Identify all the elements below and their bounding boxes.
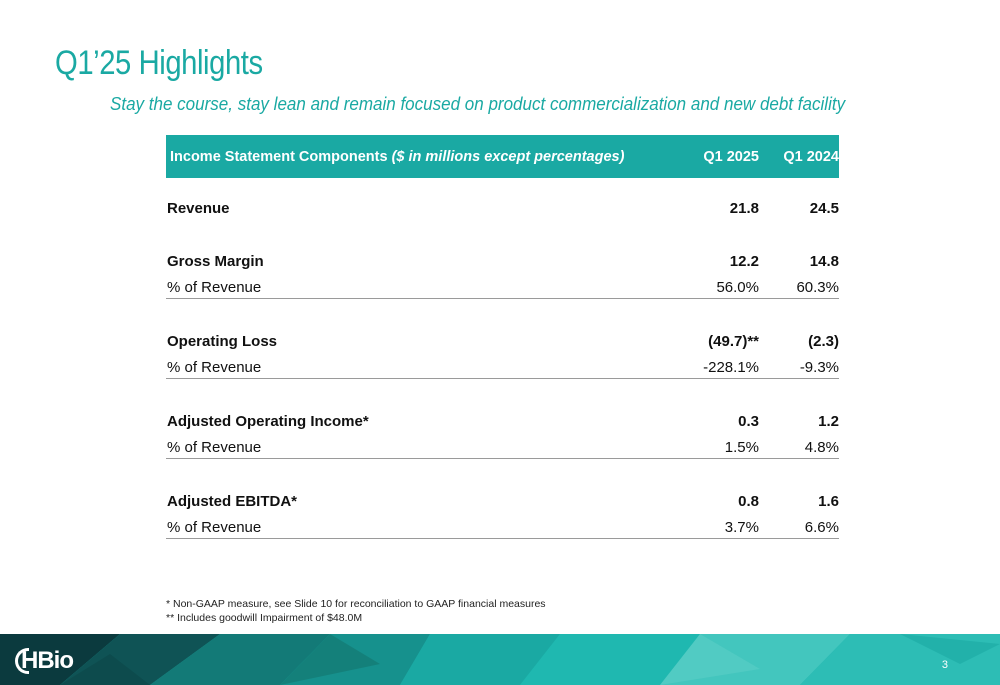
income-statement-table: Income Statement Components ($ in millio…	[166, 135, 839, 539]
row-gross-margin: Gross Margin 12.2 14.8	[166, 245, 839, 272]
row-label: Revenue	[167, 200, 230, 217]
row-label: Adjusted EBITDA*	[167, 493, 298, 510]
value-q1-2024: 24.5	[809, 200, 839, 217]
header-label-units: ($ in millions except percentages)	[391, 148, 625, 165]
row-label: Adjusted Operating Income*	[167, 413, 369, 430]
value-q1-2025: -228.1%	[703, 359, 759, 376]
value-q1-2024: -9.3%	[799, 359, 839, 376]
header-q1-2024: Q1 2024	[783, 148, 839, 165]
footer-banner	[0, 634, 1000, 685]
value-q1-2025: 0.8	[738, 493, 759, 510]
row-adjusted-ebitda: Adjusted EBITDA* 0.8 1.6	[166, 485, 839, 512]
row-operating-loss-pct: % of Revenue -228.1% -9.3%	[166, 352, 839, 379]
footer-pattern	[0, 634, 1000, 685]
row-label: % of Revenue	[167, 359, 262, 376]
value-q1-2025: 0.3	[738, 413, 759, 430]
hbio-logo: HBio	[15, 645, 74, 677]
row-label: % of Revenue	[167, 279, 262, 296]
value-q1-2025: 12.2	[729, 253, 759, 270]
footnotes: * Non-GAAP measure, see Slide 10 for rec…	[166, 597, 546, 625]
value-q1-2024: 60.3%	[796, 279, 839, 296]
value-q1-2025: 3.7%	[724, 519, 759, 536]
value-q1-2024: 1.2	[818, 413, 839, 430]
footnote-non-gaap: * Non-GAAP measure, see Slide 10 for rec…	[166, 598, 546, 610]
value-q1-2024: 14.8	[809, 253, 839, 270]
value-q1-2025: (49.7)**	[708, 333, 759, 350]
header-q1-2025: Q1 2025	[703, 148, 759, 165]
value-q1-2024: (2.3)	[808, 333, 839, 350]
value-q1-2024: 6.6%	[804, 519, 839, 536]
table-header: Income Statement Components ($ in millio…	[166, 135, 839, 178]
value-q1-2025: 1.5%	[724, 439, 759, 456]
header-label-text: Income Statement Components	[170, 148, 392, 165]
footnote-goodwill: ** Includes goodwill Impairment of $48.0…	[166, 612, 363, 624]
row-label: Gross Margin	[167, 253, 264, 270]
row-adjusted-ebitda-pct: % of Revenue 3.7% 6.6%	[166, 512, 839, 539]
row-label: Operating Loss	[167, 333, 278, 350]
value-q1-2024: 4.8%	[804, 439, 839, 456]
header-label: Income Statement Components ($ in millio…	[166, 149, 639, 165]
logo-arc-icon	[15, 648, 29, 674]
row-adjusted-operating-income-pct: % of Revenue 1.5% 4.8%	[166, 432, 839, 459]
row-label: % of Revenue	[167, 439, 262, 456]
row-gross-margin-pct: % of Revenue 56.0% 60.3%	[166, 272, 839, 299]
value-q1-2025: 21.8	[729, 200, 759, 217]
slide-subtitle: Stay the course, stay lean and remain fo…	[110, 93, 846, 114]
row-label: % of Revenue	[167, 519, 262, 536]
row-adjusted-operating-income: Adjusted Operating Income* 0.3 1.2	[166, 405, 839, 432]
row-operating-loss: Operating Loss (49.7)** (2.3)	[166, 325, 839, 352]
value-q1-2024: 1.6	[818, 493, 839, 510]
logo-text: HBio	[21, 647, 74, 674]
value-q1-2025: 56.0%	[716, 279, 759, 296]
page-number: 3	[941, 659, 948, 671]
slide-title: Q1’25 Highlights	[55, 44, 263, 82]
row-revenue: Revenue 21.8 24.5	[166, 192, 839, 219]
